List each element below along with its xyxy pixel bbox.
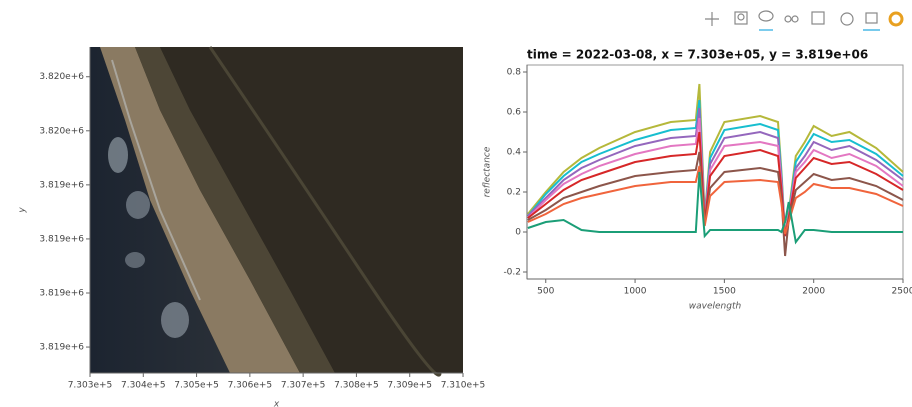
y-tick-label: 3.819e+6 (39, 234, 84, 244)
lasso-tool[interactable] (758, 10, 774, 31)
x-tick-label: 7.310e+5 (441, 381, 486, 391)
y-tick-label: 3.820e+6 (39, 72, 84, 82)
y-tick-label: 0.4 (507, 148, 522, 158)
x-tick-label: 2500 (892, 287, 912, 297)
y-tick-label: 0.8 (507, 68, 522, 78)
y-tick-label: 3.819e+6 (39, 343, 84, 353)
x-tick-label: 7.306e+5 (228, 381, 273, 391)
x-tick-label: 7.304e+5 (121, 381, 166, 391)
save-tool[interactable] (811, 11, 825, 25)
x-tick-label: 7.309e+5 (387, 381, 432, 391)
zoom-tool[interactable] (734, 11, 748, 25)
y-tick-label: 0.2 (507, 188, 521, 198)
tap-tool[interactable] (784, 15, 799, 23)
x-axis-label: wavelength (689, 302, 742, 312)
series-line (527, 151, 904, 257)
series-line (527, 171, 903, 245)
x-tick-label: 500 (537, 287, 554, 297)
chart-title: time = 2022-03-08, x = 7.303e+05, y = 3.… (527, 48, 868, 62)
toolbar (705, 10, 904, 31)
image (90, 46, 463, 377)
series-line (527, 99, 904, 237)
series-line (527, 117, 904, 237)
x-axis-label: x (273, 400, 280, 407)
x-tick-label: 1500 (713, 287, 736, 297)
y-tick-label: 3.819e+6 (39, 288, 84, 298)
series-line (527, 83, 904, 237)
y-tick-label: 3.820e+6 (39, 126, 84, 136)
x-tick-label: 2000 (802, 287, 825, 297)
y-axis-label: reflectance (483, 146, 493, 197)
x-tick-label: 7.303e+5 (68, 381, 113, 391)
x-tick-label: 7.307e+5 (281, 381, 326, 391)
plot-frame (526, 64, 904, 280)
x-tick-label: 1000 (624, 287, 647, 297)
series-line (527, 131, 904, 237)
y-tick-label: -0.2 (503, 268, 521, 278)
series-line (527, 107, 904, 237)
series-line (527, 165, 904, 235)
y-axis-label: y (18, 207, 28, 214)
y-tick-label: 0.6 (507, 108, 522, 118)
x-tick-label: 7.308e+5 (334, 381, 379, 391)
x-tick-label: 7.305e+5 (174, 381, 219, 391)
reset-tool[interactable] (840, 12, 854, 26)
y-tick-label: 0 (515, 228, 521, 238)
hover-tool[interactable] (863, 12, 880, 31)
pan-tool[interactable] (705, 12, 719, 26)
logo[interactable] (888, 11, 904, 27)
y-tick-label: 3.819e+6 (39, 180, 84, 190)
